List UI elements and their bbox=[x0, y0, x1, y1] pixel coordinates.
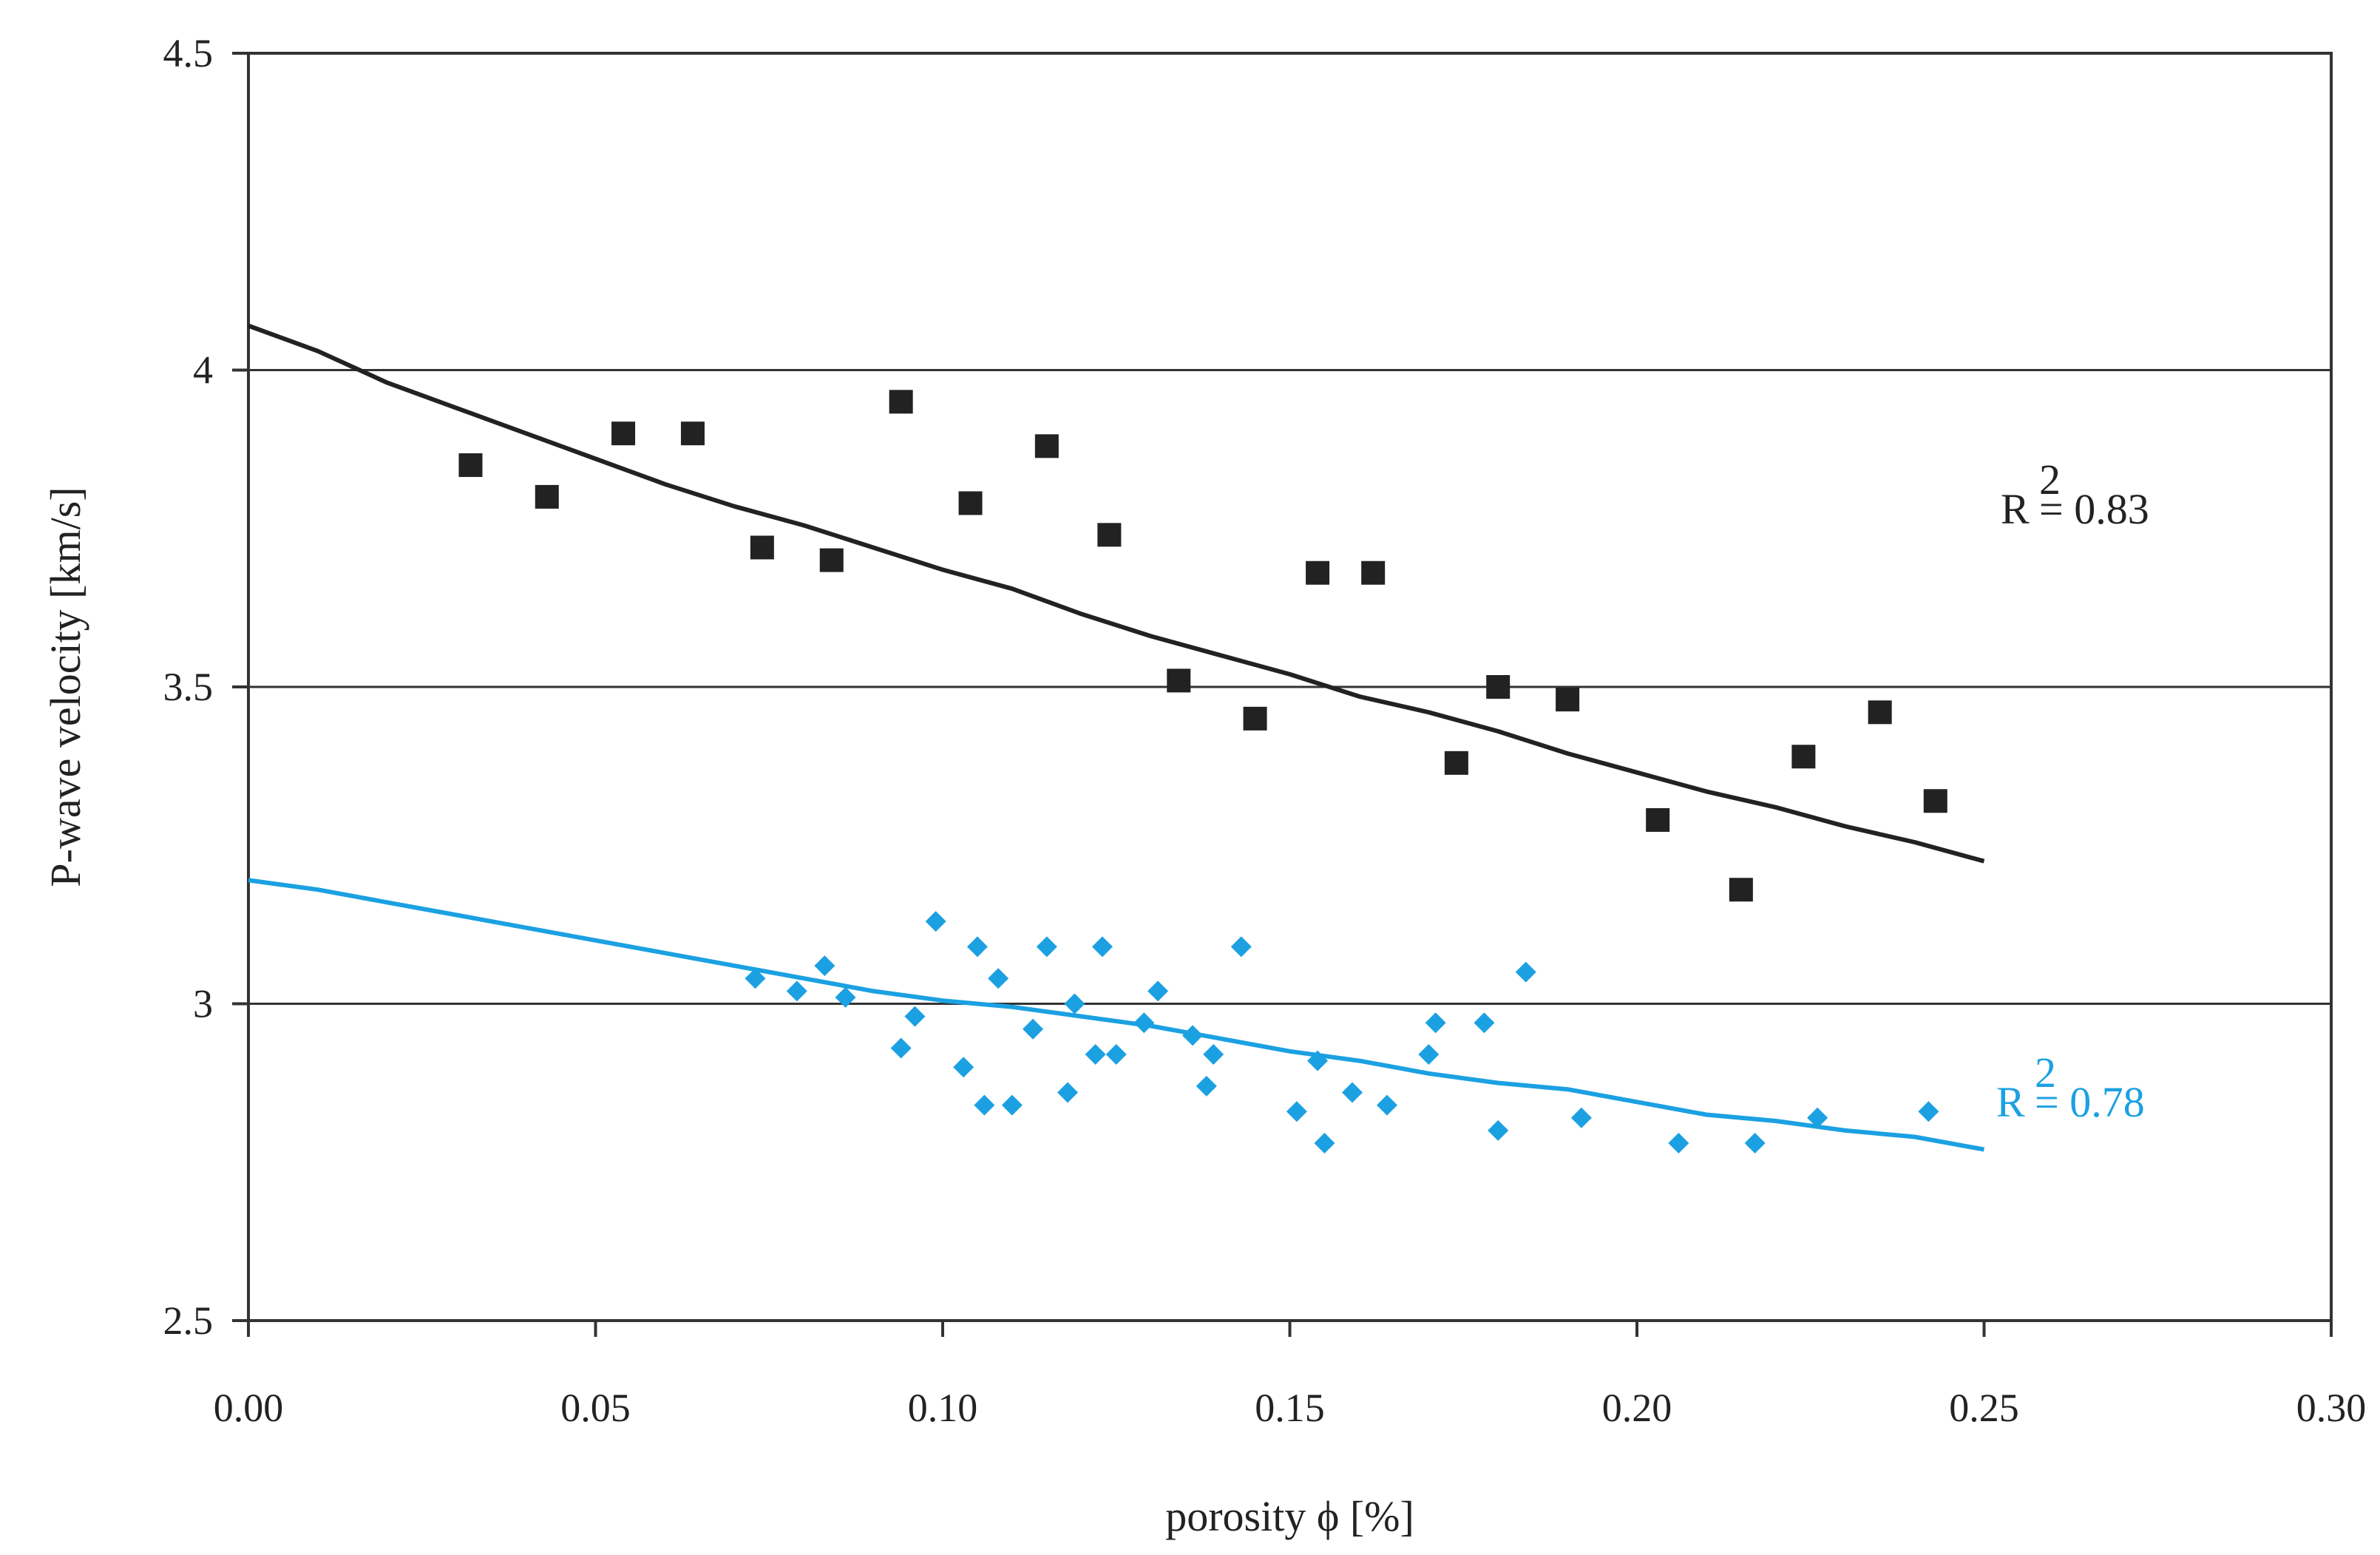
y-tick-label-3: 3 bbox=[193, 982, 213, 1026]
dark-squares-point-17 bbox=[1646, 807, 1670, 832]
blue-diamonds-point-27 bbox=[1314, 1133, 1335, 1154]
dark-squares-point-21 bbox=[1923, 789, 1947, 813]
x-tick-label-0.25: 0.25 bbox=[1949, 1386, 2019, 1430]
r2-blue-value: = 0.78 bbox=[2035, 1078, 2145, 1126]
blue-diamonds-point-4 bbox=[890, 1037, 912, 1059]
blue-diamonds-point-32 bbox=[1474, 1012, 1495, 1034]
axis-ticks bbox=[232, 52, 2333, 1337]
dark-squares-point-3 bbox=[680, 421, 705, 446]
dark-squares-point-10 bbox=[1167, 668, 1191, 693]
blue-diamonds-trend-line bbox=[248, 878, 1985, 1152]
dark-squares-point-7 bbox=[958, 491, 983, 515]
blue-diamonds-point-9 bbox=[974, 1094, 995, 1116]
dark-squares-point-0 bbox=[458, 453, 483, 478]
blue-diamonds-point-3 bbox=[835, 986, 856, 1008]
blue-diamonds-point-15 bbox=[1064, 993, 1085, 1014]
blue-diamonds-point-36 bbox=[1668, 1133, 1689, 1154]
blue-diamonds-point-35 bbox=[1570, 1107, 1592, 1128]
r2-blue-superscript: 2 bbox=[2035, 1048, 2056, 1097]
blue-diamonds-point-24 bbox=[1230, 936, 1252, 958]
blue-diamonds-point-28 bbox=[1342, 1082, 1363, 1103]
blue-diamonds-point-13 bbox=[1036, 936, 1057, 958]
r2-dark-superscript: 2 bbox=[2039, 455, 2061, 504]
dark-squares-point-12 bbox=[1306, 560, 1330, 585]
blue-diamonds-point-11 bbox=[1001, 1094, 1023, 1116]
gridlines bbox=[248, 369, 2331, 1005]
blue-diamonds-point-2 bbox=[814, 955, 835, 977]
blue-diamonds-point-12 bbox=[1023, 1018, 1044, 1040]
y-tick-label-3.5: 3.5 bbox=[163, 665, 214, 709]
dark-squares-point-20 bbox=[1868, 700, 1892, 725]
dark-squares-point-9 bbox=[1097, 523, 1122, 547]
trend-lines bbox=[247, 323, 1985, 1152]
y-tick-label-2.5: 2.5 bbox=[163, 1298, 214, 1343]
dark-squares-point-8 bbox=[1034, 434, 1059, 458]
blue-diamonds-point-19 bbox=[1133, 1012, 1155, 1034]
blue-diamonds-point-18 bbox=[1105, 1044, 1127, 1066]
blue-diamonds-point-20 bbox=[1147, 980, 1169, 1002]
blue-diamonds-point-25 bbox=[1286, 1101, 1307, 1122]
tick-labels: 0.00 0.05 0.10 0.15 0.20 0.25 0.30 2.5 3 3.5 4 4.5 bbox=[163, 31, 2367, 1430]
x-axis-title: porosity ϕ [%] bbox=[1165, 1492, 1414, 1540]
dark-squares-point-18 bbox=[1729, 878, 1753, 902]
dark-squares-point-11 bbox=[1243, 706, 1267, 731]
r2-annotation-blue: R 2 = 0.78 bbox=[1996, 1048, 2145, 1126]
blue-diamonds-point-21 bbox=[1182, 1025, 1204, 1046]
blue-diamonds-point-33 bbox=[1488, 1119, 1509, 1141]
blue-diamonds-point-8 bbox=[966, 936, 988, 958]
blue-diamonds-point-17 bbox=[1091, 936, 1113, 958]
r2-annotation-dark: R 2 = 0.83 bbox=[2001, 455, 2149, 533]
blue-diamonds-point-30 bbox=[1418, 1044, 1440, 1066]
r2-blue-label: R bbox=[1996, 1078, 2025, 1126]
blue-diamonds-point-29 bbox=[1376, 1094, 1397, 1116]
blue-diamonds-point-6 bbox=[925, 911, 946, 932]
dark-squares-point-1 bbox=[535, 484, 559, 509]
blue-diamonds-point-0 bbox=[745, 968, 766, 989]
blue-diamonds-point-1 bbox=[786, 980, 807, 1002]
dark-squares-point-14 bbox=[1444, 751, 1468, 775]
x-tick-label-0.00: 0.00 bbox=[214, 1386, 284, 1430]
blue-diamonds-point-14 bbox=[1057, 1082, 1079, 1103]
dark-squares-point-19 bbox=[1791, 745, 1816, 769]
blue-diamonds-point-23 bbox=[1203, 1044, 1224, 1066]
dark-squares-point-2 bbox=[611, 421, 636, 446]
blue-diamonds-point-10 bbox=[988, 968, 1009, 989]
x-tick-label-0.15: 0.15 bbox=[1255, 1386, 1325, 1430]
r2-dark-value: = 0.83 bbox=[2039, 485, 2149, 533]
blue-diamonds-point-39 bbox=[1918, 1101, 1939, 1122]
y-tick-label-4.5: 4.5 bbox=[163, 31, 214, 75]
blue-diamonds-point-7 bbox=[953, 1057, 974, 1078]
blue-diamonds-point-37 bbox=[1744, 1133, 1766, 1154]
dark-squares-point-5 bbox=[819, 548, 844, 572]
data-markers bbox=[458, 390, 1947, 1154]
x-tick-label-0.20: 0.20 bbox=[1602, 1386, 1672, 1430]
blue-diamonds-point-34 bbox=[1515, 961, 1536, 983]
blue-diamonds-point-5 bbox=[904, 1006, 926, 1027]
y-axis-title: P-wave velocity [km/s] bbox=[41, 487, 89, 887]
blue-diamonds-point-31 bbox=[1425, 1012, 1446, 1034]
dark-squares-point-16 bbox=[1556, 688, 1580, 712]
dark-squares-point-13 bbox=[1361, 560, 1386, 585]
x-tick-label-0.05: 0.05 bbox=[560, 1386, 631, 1430]
blue-diamonds-point-16 bbox=[1085, 1044, 1106, 1066]
dark-squares-point-4 bbox=[750, 535, 774, 560]
blue-diamonds-point-26 bbox=[1307, 1050, 1329, 1071]
x-tick-label-0.10: 0.10 bbox=[908, 1386, 978, 1430]
blue-diamonds-point-38 bbox=[1807, 1107, 1828, 1128]
y-tick-label-4: 4 bbox=[193, 348, 213, 393]
dark-squares-trend-line bbox=[247, 323, 1985, 864]
x-tick-label-0.30: 0.30 bbox=[2296, 1386, 2367, 1430]
blue-diamonds-point-22 bbox=[1196, 1075, 1217, 1097]
dark-squares-point-15 bbox=[1486, 675, 1511, 699]
r2-dark-label: R bbox=[2001, 485, 2030, 533]
dark-squares-point-6 bbox=[889, 390, 913, 414]
